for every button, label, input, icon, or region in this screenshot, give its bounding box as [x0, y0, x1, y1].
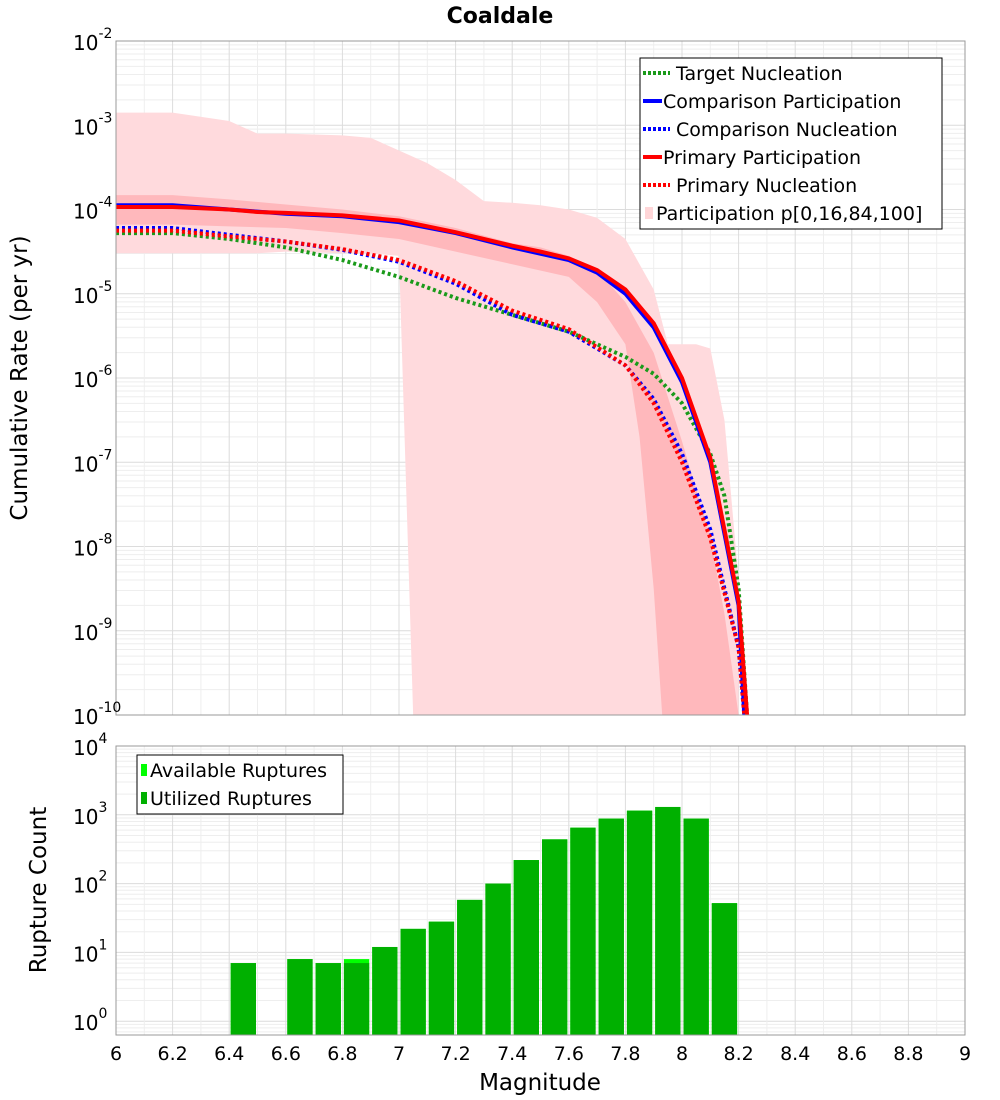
rate-plot-frame	[115, 40, 966, 716]
x-tick-label: 6.8	[327, 1043, 357, 1065]
rupture-panel: 104 103 102 101 100 6 6.2 6.4 6.6 6.8 7 7.2 7.4 7.6 7…	[26, 731, 971, 1096]
legend-label: Primary Nucleation	[676, 175, 857, 197]
x-tick-label: 7.6	[554, 1043, 584, 1065]
y-tick-label: 10-2	[73, 26, 112, 55]
rupture-grid	[115, 746, 966, 1035]
rupture-plot-frame	[115, 745, 966, 1036]
series-target-nucleation	[116, 231, 750, 716]
rate-legend-box	[639, 57, 943, 230]
bar-utilized	[598, 818, 624, 1035]
y-tick-label: 10-5	[73, 279, 112, 308]
legend-entry: Participation p[0,16,84,100]	[645, 203, 922, 225]
rupture-legend-box	[136, 754, 344, 815]
rupture-legend: Available Ruptures Utilized Ruptures	[136, 754, 344, 815]
x-tick-label: 8	[676, 1043, 688, 1065]
x-tick-label: 8.2	[723, 1043, 753, 1065]
bar-utilized	[315, 963, 341, 1035]
bar-utilized	[570, 827, 596, 1035]
legend-entry: Target Nucleation	[643, 63, 843, 85]
y-tick-label: 103	[73, 800, 107, 829]
bar-utilized	[372, 946, 398, 1035]
bar-utilized	[457, 899, 483, 1035]
band-p16-p84	[116, 195, 739, 716]
legend-label: Utilized Ruptures	[150, 788, 312, 810]
x-tick-label: 6.6	[271, 1043, 301, 1065]
legend-label: Comparison Participation	[663, 91, 901, 113]
legend-label: Target Nucleation	[675, 63, 843, 85]
legend-entry: Available Ruptures	[141, 760, 327, 782]
legend-label: Primary Participation	[663, 147, 861, 169]
bar-utilized	[626, 810, 653, 1035]
legend-swatch	[645, 207, 653, 219]
y-tick-label: 102	[73, 869, 107, 898]
x-tick-label: 6	[110, 1043, 122, 1065]
y-tick-label: 10-9	[73, 616, 112, 645]
y-tick-label: 104	[73, 731, 107, 760]
x-tick-label: 7	[393, 1043, 405, 1065]
x-tick-label: 7.8	[610, 1043, 640, 1065]
bar-utilized	[428, 921, 455, 1035]
bar-utilized	[485, 883, 511, 1035]
legend-label: Participation p[0,16,84,100]	[656, 203, 922, 225]
rate-panel: 10-2 10-3 10-4 10-5 10-6 10-7 10-8 10-9 10-10 Cu…	[7, 26, 966, 729]
legend-label: Available Ruptures	[150, 760, 327, 782]
legend-entry: Primary Participation	[643, 147, 861, 169]
legend-swatch	[141, 764, 147, 776]
rate-y-axis-title: Cumulative Rate (per yr)	[7, 235, 33, 520]
x-tick-label: 6.2	[157, 1043, 187, 1065]
series-primary-participation	[116, 204, 750, 716]
legend-label: Comparison Nucleation	[676, 119, 898, 141]
x-tick-label: 9	[959, 1043, 971, 1065]
legend-entry: Comparison Participation	[643, 91, 901, 113]
bar-utilized	[711, 903, 738, 1035]
y-tick-label: 10-6	[73, 363, 113, 392]
legend-entry: Primary Nucleation	[643, 175, 857, 197]
bar-utilized	[513, 860, 539, 1035]
series-primary-nucleation	[116, 228, 747, 716]
bar-utilized	[655, 806, 681, 1035]
legend-entry: Comparison Nucleation	[643, 119, 898, 141]
chart-title: Coaldale	[447, 4, 554, 29]
y-tick-label: 10-7	[73, 447, 112, 476]
legend-swatch	[141, 792, 147, 804]
rupture-y-axis-title: Rupture Count	[26, 807, 52, 973]
bar-utilized	[343, 963, 370, 1035]
bar-utilized	[287, 959, 313, 1035]
x-tick-label: 8.6	[837, 1043, 867, 1065]
y-tick-label: 10-3	[73, 110, 112, 139]
y-tick-label: 10-10	[73, 700, 121, 729]
x-tick-label: 8.4	[780, 1043, 810, 1065]
legend-entry: Utilized Ruptures	[141, 788, 312, 810]
x-axis-title: Magnitude	[479, 1070, 601, 1096]
y-tick-label: 100	[73, 1006, 107, 1035]
y-tick-label: 101	[73, 937, 107, 966]
x-tick-label: 8.8	[893, 1043, 923, 1065]
rate-y-ticks: 10-2 10-3 10-4 10-5 10-6 10-7 10-8 10-9 10-10	[73, 26, 121, 729]
x-tick-label: 6.4	[214, 1043, 244, 1065]
rupture-bars	[230, 806, 738, 1035]
y-tick-label: 10-8	[73, 532, 112, 561]
bar-utilized	[230, 963, 256, 1035]
y-tick-label: 10-4	[73, 195, 113, 224]
rate-lines	[116, 203, 750, 716]
x-tick-label: 7.2	[440, 1043, 470, 1065]
rate-legend: Target Nucleation Comparison Participatio…	[639, 57, 943, 230]
bar-utilized	[683, 818, 709, 1035]
x-ticks: 6 6.2 6.4 6.6 6.8 7 7.2 7.4 7.6 7.8 8 8.2 8.4 8.6 8.8 9	[110, 1043, 971, 1065]
rupture-y-ticks: 104 103 102 101 100	[73, 731, 107, 1035]
bar-utilized	[542, 839, 568, 1035]
bar-utilized	[400, 928, 426, 1035]
x-tick-label: 7.4	[497, 1043, 527, 1065]
